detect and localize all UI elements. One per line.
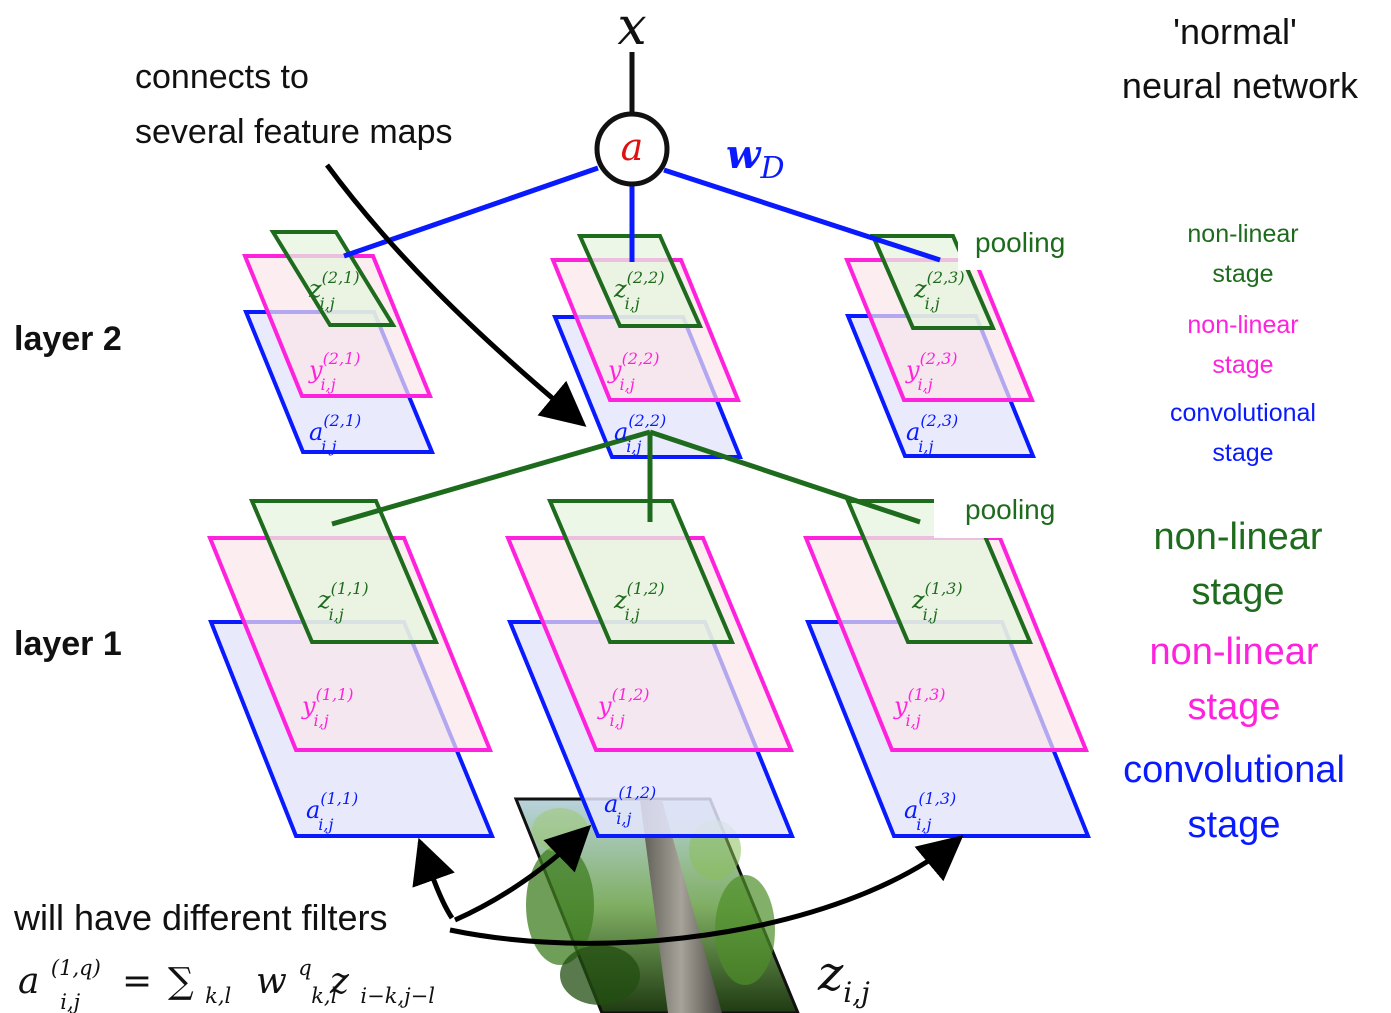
layer1-stage-labels: non-linear stage non-linear stage convol… bbox=[1123, 516, 1345, 846]
map-label: y(2,3) i,j bbox=[905, 349, 958, 394]
layer2-stage-labels: non-linear stage non-linear stage convol… bbox=[1170, 220, 1316, 467]
map-label: y(1,1) i,j bbox=[301, 685, 354, 730]
pooling-label-layer2: pooling bbox=[975, 227, 1065, 258]
weight-label: wD bbox=[726, 131, 785, 186]
layer1-map-labels: z(1,1) i,j y(1,1) i,j a(1,1) i,j z(1,2) i,j … bbox=[301, 579, 963, 834]
svg-text:non-linear: non-linear bbox=[1150, 631, 1319, 673]
map-label: z(1,1) i,j bbox=[317, 579, 369, 624]
layer2-label: layer 2 bbox=[14, 320, 122, 358]
layer1-z-map-1 bbox=[248, 499, 440, 644]
layer1-maps bbox=[207, 499, 1091, 838]
svg-text:stage: stage bbox=[1192, 571, 1285, 613]
dense-weight-line-1 bbox=[343, 165, 599, 259]
svg-text:stage: stage bbox=[1212, 260, 1273, 288]
svg-text:convolutional: convolutional bbox=[1123, 749, 1345, 791]
svg-text:non-linear: non-linear bbox=[1187, 311, 1298, 339]
arrows bbox=[324, 163, 964, 946]
map-label: y(1,2) i,j bbox=[597, 685, 650, 730]
map-label: a(2,1) i,j bbox=[309, 411, 361, 456]
svg-text:stage: stage bbox=[1188, 804, 1281, 846]
dense-weight-line-3 bbox=[663, 167, 941, 263]
input-variable-z: zi,j bbox=[817, 946, 870, 1009]
layer1-z-map-2 bbox=[546, 499, 736, 644]
svg-text:stage: stage bbox=[1212, 439, 1273, 467]
map-label: z(2,3) i,j bbox=[913, 268, 965, 313]
normal-net-label: 'normal' neural network bbox=[1122, 11, 1359, 106]
map-label: z(1,2) i,j bbox=[613, 579, 665, 624]
output-neuron: a bbox=[594, 111, 670, 187]
map-label: y(2,2) i,j bbox=[607, 349, 660, 394]
svg-text:non-linear: non-linear bbox=[1154, 516, 1323, 558]
svg-text:non-linear: non-linear bbox=[1187, 220, 1298, 248]
connects-arrow bbox=[324, 163, 587, 427]
map-label: a(1,3) i,j bbox=[904, 789, 956, 834]
map-label: a(2,2) i,j bbox=[614, 411, 666, 456]
layer2-z-map-1 bbox=[269, 230, 397, 327]
map-label: y(2,1) i,j bbox=[308, 349, 361, 394]
map-label: z(1,3) i,j bbox=[911, 579, 963, 624]
filter-arrow-3 bbox=[449, 835, 964, 946]
layer2-maps bbox=[242, 230, 1036, 459]
neuron-label: a bbox=[621, 125, 644, 169]
layer1-label: layer 1 bbox=[14, 625, 122, 663]
layer2-map-labels: z(2,1) i,j y(2,1) i,j a(2,1) i,j z(2,2) i,j … bbox=[308, 268, 965, 456]
map-label: a(2,3) i,j bbox=[906, 411, 958, 456]
svg-text:stage: stage bbox=[1212, 351, 1273, 379]
pooling-box-2 bbox=[958, 222, 1090, 270]
pooling-label-layer1: pooling bbox=[965, 494, 1055, 525]
map-label: z(2,2) i,j bbox=[613, 268, 665, 313]
connects-label: connects to several feature maps bbox=[135, 58, 453, 151]
filters-label: will have different filters bbox=[13, 897, 388, 938]
map-label: y(1,3) i,j bbox=[893, 685, 946, 730]
filter-arrow-1 bbox=[412, 837, 455, 920]
map-label: a(1,1) i,j bbox=[306, 789, 358, 834]
input-variable-x: x bbox=[617, 0, 646, 57]
filter-arrow-2 bbox=[453, 824, 592, 923]
conv-connection-line-3 bbox=[649, 429, 921, 525]
map-label: z(2,1) i,j bbox=[308, 268, 360, 313]
formula: a (1,q) i,j = ∑ k,l w q k,l z i−k,j−l bbox=[18, 943, 435, 1013]
svg-text:convolutional: convolutional bbox=[1170, 399, 1316, 427]
conv-connection-line-1 bbox=[331, 429, 651, 527]
map-label: a(1,2) i,j bbox=[604, 783, 656, 828]
pooling-box-1 bbox=[934, 488, 1084, 538]
svg-text:stage: stage bbox=[1188, 686, 1281, 728]
